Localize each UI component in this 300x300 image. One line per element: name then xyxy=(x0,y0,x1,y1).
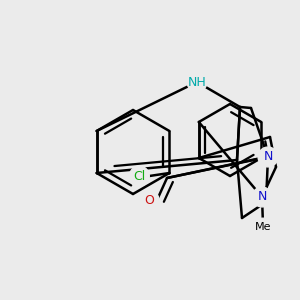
Circle shape xyxy=(258,147,278,167)
Circle shape xyxy=(187,72,207,92)
Circle shape xyxy=(139,190,159,210)
Text: Cl: Cl xyxy=(133,169,145,182)
Text: NH: NH xyxy=(188,76,206,88)
Text: N: N xyxy=(257,190,267,203)
Text: Me: Me xyxy=(255,222,271,232)
Circle shape xyxy=(252,187,272,207)
Text: O: O xyxy=(144,194,154,206)
Text: N: N xyxy=(263,151,273,164)
Circle shape xyxy=(130,166,149,186)
Circle shape xyxy=(254,218,272,236)
